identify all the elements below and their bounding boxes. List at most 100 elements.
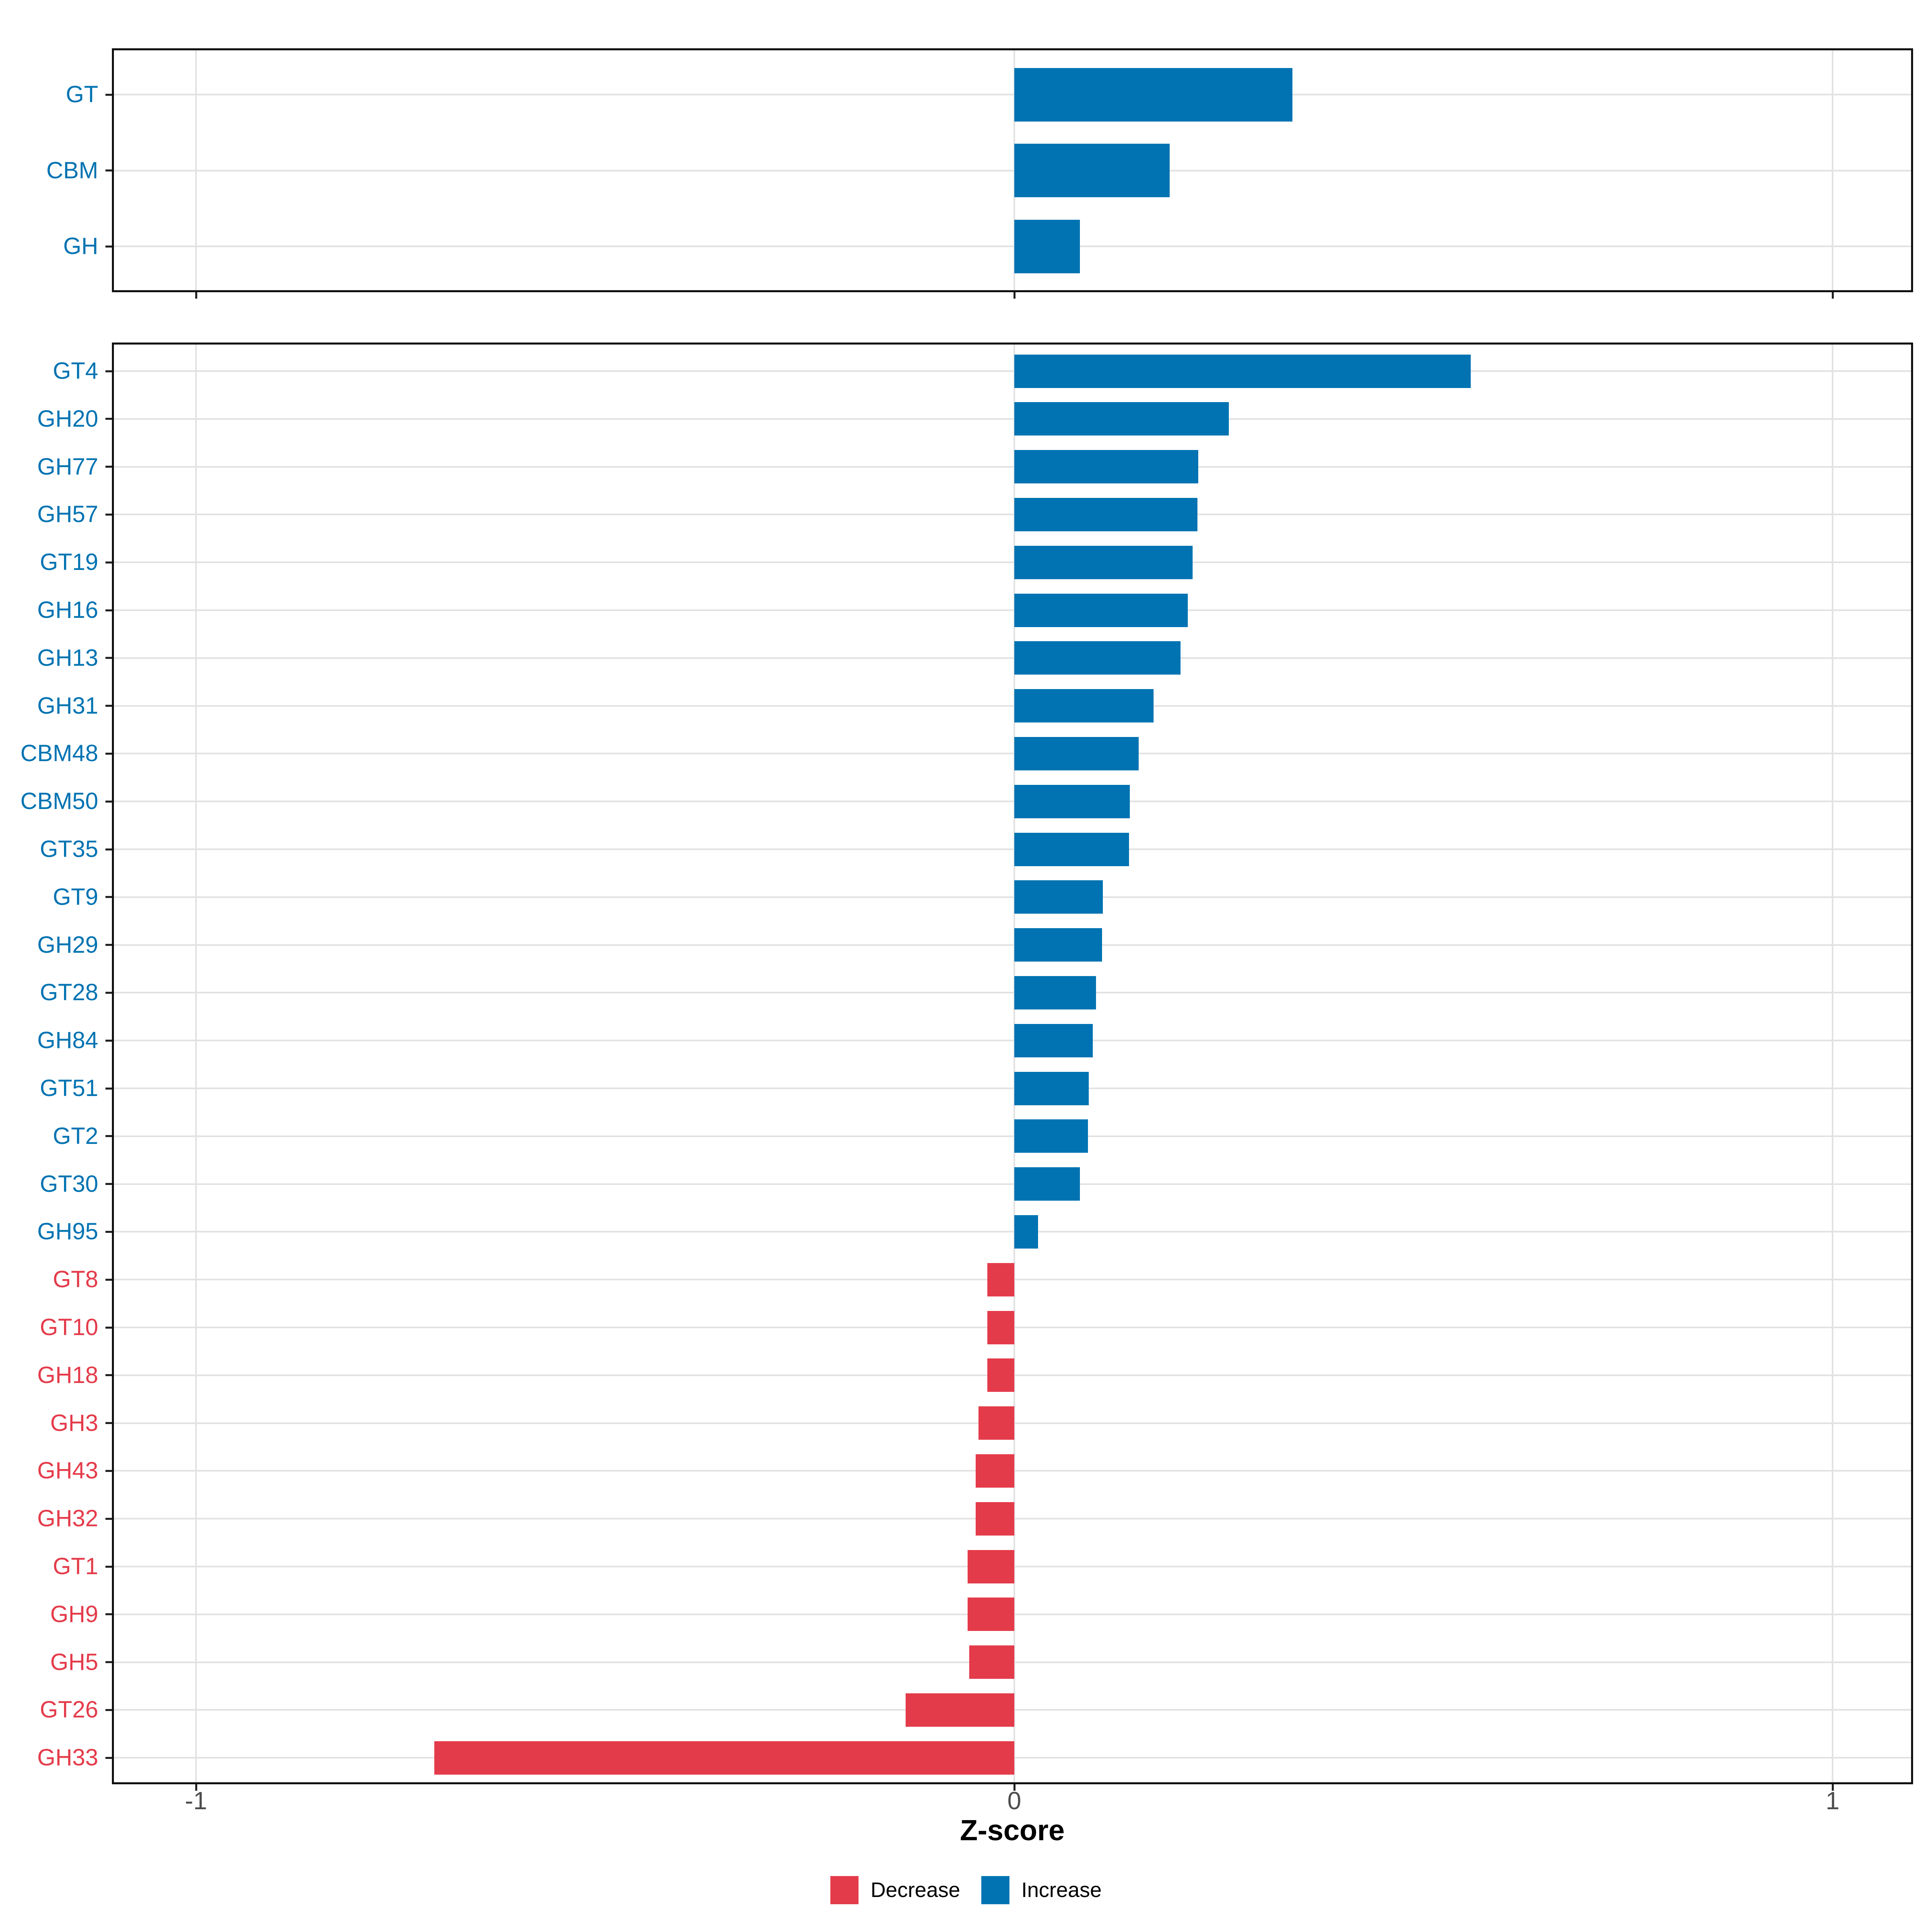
category-label-GH43: GH43 — [37, 1457, 98, 1484]
gridline — [114, 848, 1911, 850]
bar-GT1 — [968, 1550, 1014, 1583]
legend-label-increase: Increase — [1021, 1878, 1102, 1902]
category-label-CBM48: CBM48 — [20, 740, 98, 767]
gridline — [114, 657, 1911, 659]
y-axis-tick — [105, 1422, 112, 1424]
gridline — [114, 418, 1911, 420]
category-label-GH29: GH29 — [37, 931, 98, 958]
bar-GT51 — [1014, 1071, 1089, 1105]
y-axis-tick — [105, 800, 112, 803]
y-axis-tick — [105, 609, 112, 611]
bar-GH20 — [1014, 402, 1229, 436]
bar-CBM — [1014, 144, 1170, 197]
y-axis-tick — [105, 1661, 112, 1664]
bar-GH84 — [1014, 1024, 1093, 1057]
bar-GH13 — [1014, 641, 1181, 675]
category-label-GT26: GT26 — [39, 1697, 98, 1723]
gridline — [114, 169, 1911, 171]
bar-GH5 — [969, 1645, 1014, 1679]
bar-GH16 — [1014, 593, 1188, 627]
y-axis-tick — [105, 1326, 112, 1329]
x-tick-label: 1 — [1825, 1787, 1840, 1815]
category-label-GH33: GH33 — [37, 1744, 98, 1771]
gridline — [195, 345, 197, 1782]
category-label-GH77: GH77 — [37, 453, 98, 480]
category-label-GH3: GH3 — [50, 1410, 98, 1436]
category-label-CBM50: CBM50 — [20, 788, 98, 815]
y-axis-tick — [105, 1183, 112, 1185]
legend-swatch-decrease-icon — [830, 1876, 859, 1904]
category-label-GH57: GH57 — [37, 501, 98, 528]
bar-GH31 — [1014, 689, 1154, 723]
category-label-GT10: GT10 — [39, 1314, 98, 1340]
category-label-GT1: GT1 — [53, 1553, 98, 1579]
y-axis-tick — [105, 169, 112, 171]
category-label-GH20: GH20 — [37, 405, 98, 432]
bar-GH18 — [987, 1358, 1014, 1392]
y-axis-tick — [105, 1470, 112, 1472]
bar-GT8 — [987, 1263, 1014, 1296]
x-axis-tick — [195, 292, 197, 299]
y-axis-tick — [105, 848, 112, 850]
y-axis-tick — [105, 705, 112, 707]
y-axis-tick — [105, 944, 112, 946]
bar-GT — [1014, 68, 1293, 122]
category-label-GH16: GH16 — [37, 597, 98, 623]
bar-GH32 — [976, 1502, 1014, 1536]
y-axis-tick — [105, 1613, 112, 1616]
x-axis-tick — [195, 1784, 197, 1791]
legend-swatch-increase-icon — [981, 1876, 1009, 1904]
y-axis-tick — [105, 1565, 112, 1568]
bar-CBM48 — [1014, 737, 1139, 770]
y-axis-tick — [105, 466, 112, 468]
category-label-CBM: CBM — [46, 157, 98, 184]
y-axis-tick — [105, 1039, 112, 1042]
gridline — [114, 801, 1911, 803]
category-label-GT: GT — [66, 81, 98, 107]
y-axis-tick — [105, 657, 112, 659]
category-label-GT30: GT30 — [39, 1170, 98, 1197]
bar-GT2 — [1014, 1119, 1088, 1153]
category-label-GH95: GH95 — [37, 1218, 98, 1245]
legend-label-decrease: Decrease — [870, 1878, 960, 1902]
bar-GH9 — [968, 1598, 1014, 1631]
category-label-GT51: GT51 — [39, 1075, 98, 1101]
bar-GT26 — [905, 1693, 1014, 1727]
gridline — [114, 1231, 1911, 1233]
panel-top — [112, 48, 1913, 292]
gridline — [1832, 345, 1833, 1782]
y-axis-tick — [105, 1135, 112, 1137]
panel-bottom — [112, 343, 1913, 1784]
category-label-GT28: GT28 — [39, 979, 98, 1006]
category-label-GH: GH — [63, 233, 98, 259]
legend-item-increase: Increase — [981, 1876, 1102, 1904]
gridline — [114, 514, 1911, 516]
bar-GH95 — [1014, 1215, 1038, 1249]
y-axis-tick — [105, 752, 112, 755]
x-tick-label: -1 — [185, 1787, 207, 1815]
category-label-GT19: GT19 — [39, 549, 98, 576]
category-label-GH5: GH5 — [50, 1649, 98, 1675]
gridline — [114, 1183, 1911, 1185]
gridline — [114, 896, 1911, 898]
gridline — [114, 1088, 1911, 1089]
y-axis-tick — [105, 245, 112, 248]
gridline — [114, 466, 1911, 468]
gridline — [114, 705, 1911, 707]
bar-GH3 — [978, 1406, 1014, 1440]
category-label-GT2: GT2 — [53, 1123, 98, 1149]
y-axis-tick — [105, 418, 112, 420]
bar-GT19 — [1014, 545, 1193, 579]
bar-GH43 — [976, 1454, 1014, 1488]
bar-GT30 — [1014, 1167, 1080, 1201]
gridline — [114, 94, 1911, 95]
bar-GH — [1014, 219, 1080, 273]
y-axis-tick — [105, 513, 112, 516]
category-label-GH84: GH84 — [37, 1027, 98, 1054]
y-axis-tick — [105, 561, 112, 564]
bar-GH33 — [434, 1741, 1014, 1775]
category-label-GH13: GH13 — [37, 644, 98, 671]
gridline — [114, 753, 1911, 755]
gridline — [114, 992, 1911, 994]
